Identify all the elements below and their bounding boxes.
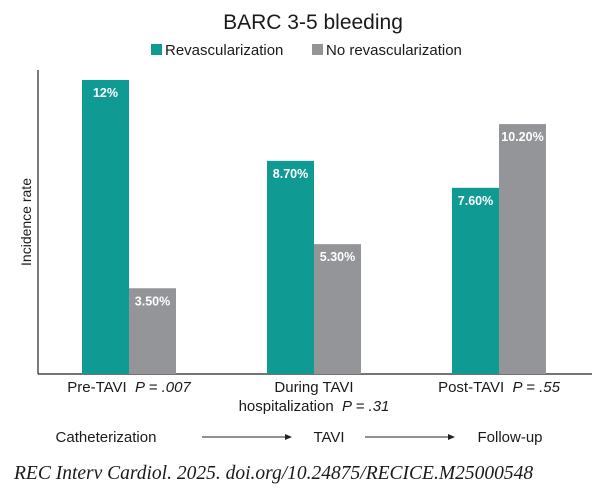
legend-swatch-2 bbox=[312, 44, 323, 55]
bar-revascularization-3 bbox=[452, 187, 499, 374]
x-tick-label-2-line-1: During TAVI bbox=[274, 379, 353, 396]
flow-arrow-2 bbox=[365, 434, 455, 440]
data-label-2-1: 3.50% bbox=[135, 294, 170, 308]
bar-chart: BARC 3-5 bleeding Revascularization No rev… bbox=[18, 11, 592, 446]
data-label-1-3: 7.60% bbox=[458, 194, 493, 208]
data-label-1-1: 12% bbox=[93, 86, 118, 100]
citation: REC Interv Cardiol. 2025. doi.org/10.248… bbox=[14, 463, 534, 484]
bar-revascularization-1 bbox=[82, 80, 129, 374]
data-label-2-2: 5.30% bbox=[320, 250, 355, 264]
x-tick-label-1: Pre-TAVI P = .007 bbox=[67, 379, 191, 396]
flow-step-1: Catheterization bbox=[56, 429, 157, 446]
flow-step-2: TAVI bbox=[313, 429, 344, 446]
data-label-2-3: 10.20% bbox=[501, 130, 543, 144]
bar-revascularization-2 bbox=[267, 160, 314, 374]
bar-no-revascularization-1 bbox=[129, 288, 176, 374]
data-label-1-2: 8.70% bbox=[273, 167, 308, 181]
y-axis-label: Incidence rate bbox=[18, 178, 34, 266]
x-tick-label-2-line-2: hospitalization P = .31 bbox=[239, 398, 390, 415]
legend-label-2: No revascularization bbox=[326, 42, 462, 59]
flow-arrow-1 bbox=[202, 434, 292, 440]
bar-no-revascularization-2 bbox=[314, 244, 361, 374]
chart-title: BARC 3-5 bleeding bbox=[223, 11, 403, 34]
legend-label-1: Revascularization bbox=[165, 42, 283, 59]
legend-swatch-1 bbox=[151, 44, 162, 55]
bar-no-revascularization-3 bbox=[499, 124, 546, 374]
flow-arrow-head-1 bbox=[285, 434, 292, 440]
x-tick-label-3: Post-TAVI P = .55 bbox=[438, 379, 561, 396]
flow-step-3: Follow-up bbox=[477, 429, 542, 446]
flow-arrow-head-2 bbox=[448, 434, 455, 440]
